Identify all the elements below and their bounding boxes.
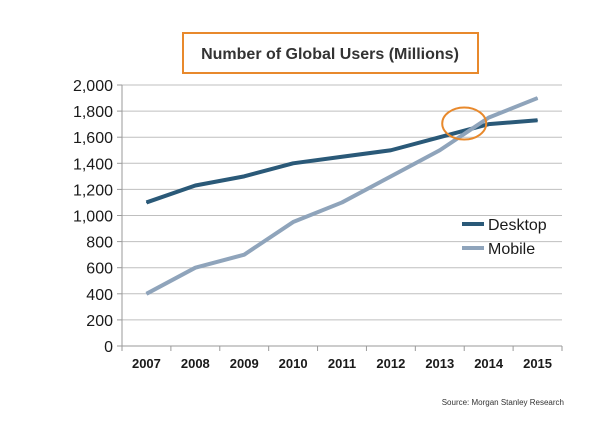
y-tick-label: 1,200	[73, 182, 113, 199]
chart-title: Number of Global Users (Millions)	[201, 46, 459, 63]
annotations	[441, 106, 488, 141]
series-lines	[145, 96, 539, 296]
data-point-desktop	[341, 156, 343, 158]
x-tick-label: 2010	[279, 356, 308, 371]
legend-label-desktop: Desktop	[488, 217, 547, 234]
y-tick-label: 800	[86, 235, 113, 252]
y-axis-ticks: 0 200 400 600 800 1,000 1,200 1,400 1,600 1,800 2,…	[73, 78, 113, 356]
data-point-mobile	[537, 97, 539, 99]
x-tick-label: 2011	[328, 356, 356, 371]
x-tick-label: 2007	[132, 356, 161, 371]
data-point-mobile	[292, 221, 294, 223]
chart-title-box	[182, 32, 479, 74]
data-point-desktop	[537, 119, 539, 121]
y-tick-label: 400	[86, 287, 113, 304]
data-point-mobile	[145, 293, 147, 295]
series-line-desktop	[145, 118, 538, 205]
data-point-mobile	[194, 267, 196, 269]
source-note: Source: Morgan Stanley Research	[442, 398, 564, 407]
data-point-desktop	[488, 123, 490, 125]
y-tick-label: 1,600	[73, 130, 113, 147]
x-tick-label: 2013	[425, 356, 454, 371]
x-tick-label: 2012	[376, 356, 405, 371]
data-point-mobile	[390, 175, 392, 177]
gridlines	[122, 84, 562, 321]
y-tick-label: 1,400	[73, 156, 113, 173]
axes	[117, 84, 563, 351]
data-point-desktop	[390, 149, 392, 151]
data-point-mobile	[243, 254, 245, 256]
y-tick-label: 1,000	[73, 209, 113, 226]
y-tick-label: 2,000	[73, 78, 113, 95]
y-tick-label: 200	[86, 313, 113, 330]
data-point-desktop	[145, 201, 147, 203]
data-point-desktop	[243, 175, 245, 177]
data-point-mobile	[488, 117, 490, 119]
x-tick-label: 2009	[230, 356, 259, 371]
data-point-desktop	[292, 162, 294, 164]
x-tick-label: 2014	[474, 356, 504, 371]
x-tick-label: 2008	[181, 356, 210, 371]
data-point-desktop	[194, 184, 196, 186]
data-point-mobile	[439, 149, 441, 151]
y-tick-label: 600	[86, 261, 113, 278]
y-tick-label: 0	[104, 339, 113, 356]
x-tick-label: 2015	[523, 356, 552, 371]
x-axis-ticks: 2007 2008 2009 2010 2011 2012 2013 2014 2015	[132, 356, 552, 371]
crossover-highlight-ellipse	[441, 106, 488, 141]
data-point-mobile	[341, 201, 343, 203]
legend: Desktop Mobile	[462, 217, 547, 258]
y-tick-label: 1,800	[73, 104, 113, 121]
data-point-desktop	[439, 136, 441, 138]
legend-label-mobile: Mobile	[488, 241, 535, 258]
